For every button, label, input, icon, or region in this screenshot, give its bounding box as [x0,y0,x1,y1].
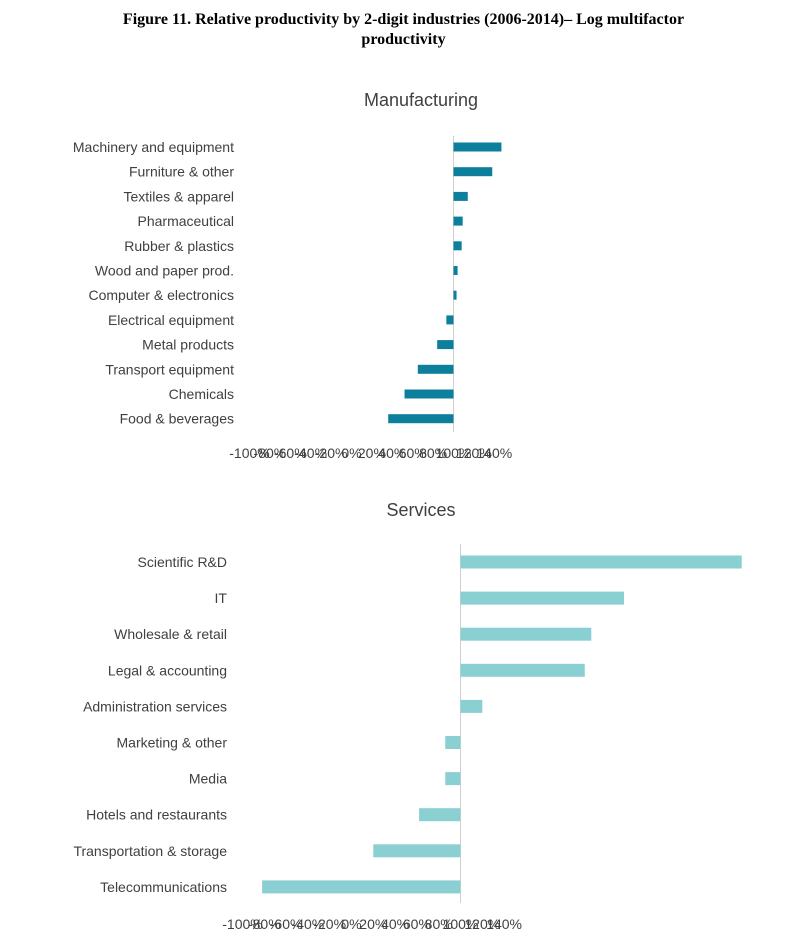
mfg-tick-label: -60% [274,445,307,461]
svc-tick-label: 20% [359,916,387,932]
mfg-bar [437,340,454,350]
svc-category-label: IT [215,590,228,606]
svc-bar [373,844,461,858]
mfg-category-label: Rubber & plastics [124,238,234,254]
mfg-category-label: Electrical equipment [108,312,234,328]
mfg-bar [453,290,457,300]
mfg-tick-label: 140% [476,445,512,461]
svc-tick-label: 80% [425,916,453,932]
svc-tick-label: 100% [443,916,479,932]
mfg-bar [453,191,468,201]
mfg-category-label: Chemicals [169,386,234,402]
svc-category-label: Hotels and restaurants [86,807,227,823]
svc-tick-label: 140% [486,916,522,932]
svc-bar [419,808,461,822]
mfg-bar [453,167,493,177]
svc-category-label: Transportation & storage [73,843,227,859]
mfg-tick-label: 0% [341,445,361,461]
svc-tick-label: 60% [403,916,431,932]
svc-tick-label: -80% [248,916,281,932]
svc-category-label: Administration services [83,698,227,714]
figure-title-line2: productivity [361,31,446,48]
svc-tick-label: 0% [341,916,361,932]
svc-category-label: Scientific R&D [138,554,227,570]
mfg-category-label: Pharmaceutical [138,213,235,229]
mfg-tick-label: 100% [436,445,472,461]
mfg-tick-label: 120% [456,445,492,461]
svc-bar [262,880,461,894]
svc-tick-label: -40% [292,916,325,932]
svc-category-label: Wholesale & retail [114,626,227,642]
mfg-tick-label: 20% [358,445,386,461]
svc-tick-label: 40% [381,916,409,932]
mfg-category-label: Metal products [142,337,234,353]
mfg-category-label: Food & beverages [120,411,234,427]
svc-category-label: Media [189,771,227,787]
mfg-category-label: Textiles & apparel [123,188,234,204]
svc-category-label: Legal & accounting [108,662,227,678]
mfg-tick-label: -40% [294,445,327,461]
mfg-bar [417,364,454,374]
mfg-bar [388,414,454,424]
svc-bar [460,663,585,677]
svc-category-label: Marketing & other [117,735,228,751]
mfg-tick-label: -100% [229,445,269,461]
mfg-category-label: Furniture & other [129,164,234,180]
svc-category-label: Telecommunications [100,879,227,895]
figure-title: Figure 11. Relative productivity by 2-di… [0,10,807,50]
mfg-tick-label: 40% [378,445,406,461]
svc-bar [460,555,742,569]
mfg-bar [453,266,458,275]
mfg-bar [404,389,454,399]
mfg-category-label: Wood and paper prod. [95,263,234,279]
svc-bar [460,699,483,713]
mfg-chart-title: Manufacturing [364,90,478,110]
mfg-tick-label: -80% [254,445,287,461]
mfg-category-label: Computer & electronics [88,287,234,303]
figure-title-line1: Figure 11. Relative productivity by 2-di… [122,11,685,28]
svc-bar [460,591,624,605]
mfg-bar [453,142,502,152]
mfg-bar [453,216,463,226]
mfg-tick-label: 60% [399,445,427,461]
svc-tick-label: -60% [270,916,303,932]
svc-tick-label: -20% [313,916,346,932]
mfg-bar [446,315,454,325]
svc-bar [445,736,461,749]
mfg-category-label: Transport equipment [105,361,234,377]
svc-chart-title: Services [386,500,455,520]
svc-tick-label: 120% [464,916,500,932]
svc-bar [460,627,592,641]
mfg-bar [453,241,462,251]
svc-bar [445,772,461,786]
mfg-tick-label: -20% [315,445,348,461]
mfg-tick-label: 80% [419,445,447,461]
mfg-category-label: Machinery and equipment [73,139,234,155]
svc-tick-label: -100% [222,916,262,932]
